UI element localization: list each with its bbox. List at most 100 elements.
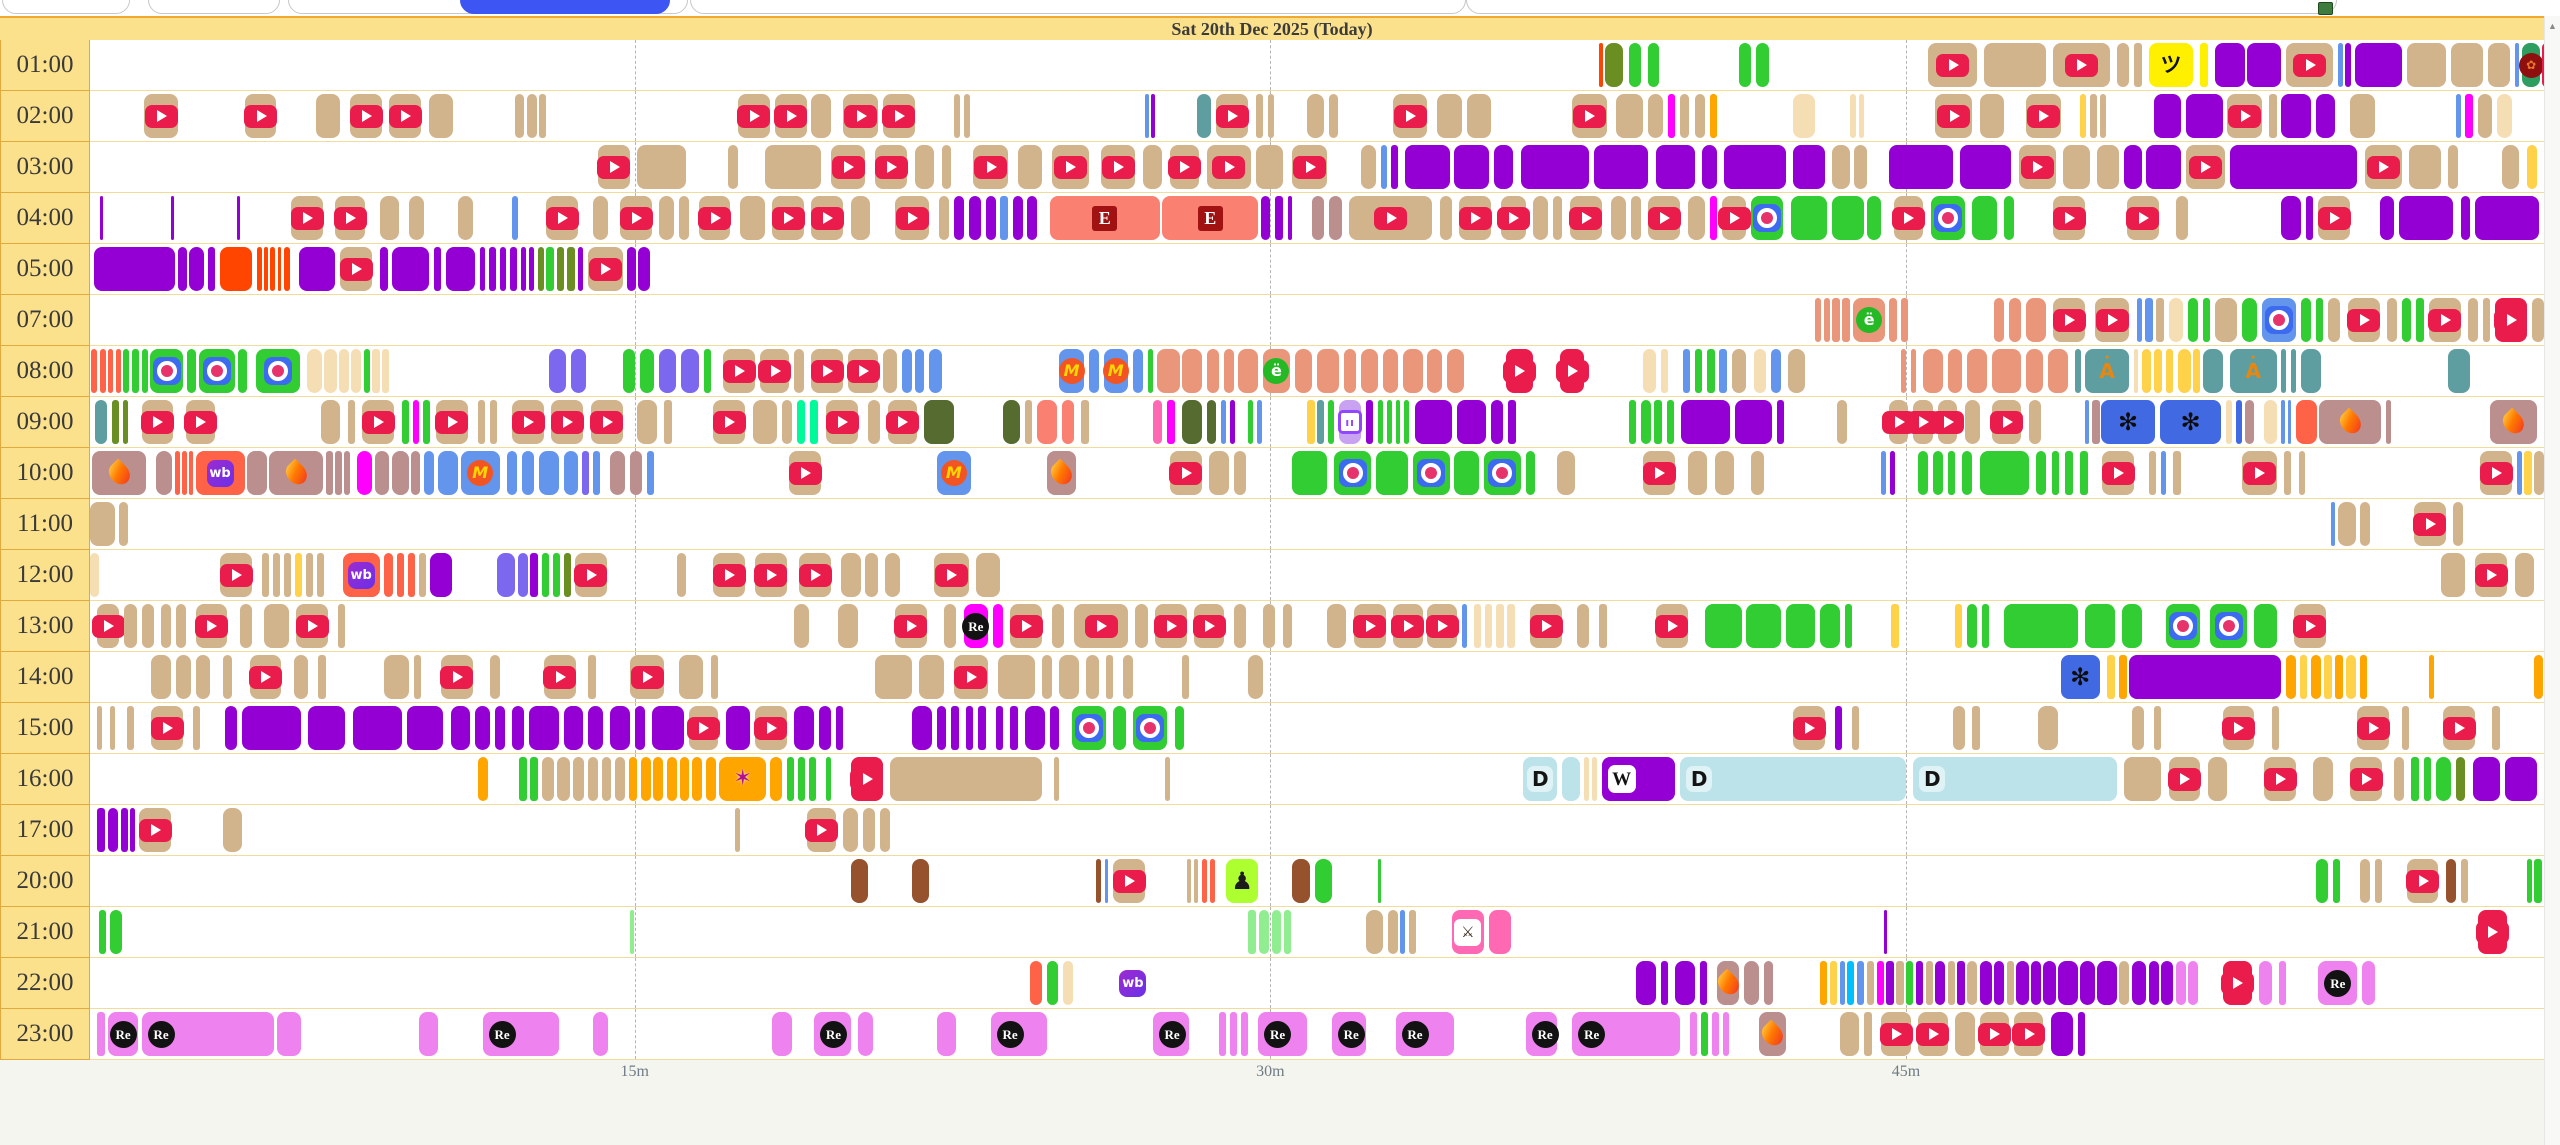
activity-block[interactable] xyxy=(1947,451,1956,495)
activity-block[interactable] xyxy=(1643,349,1656,393)
activity-block[interactable] xyxy=(529,247,535,291)
activity-block[interactable] xyxy=(1591,757,1597,801)
activity-block[interactable] xyxy=(1010,706,1018,750)
activity-block[interactable] xyxy=(2141,349,2152,393)
activity-block[interactable] xyxy=(1964,400,1980,444)
activity-block[interactable] xyxy=(1063,961,1073,1005)
activity-block[interactable] xyxy=(315,94,341,138)
activity-block[interactable] xyxy=(1378,400,1384,444)
activity-block[interactable] xyxy=(1485,604,1493,648)
activity-block[interactable] xyxy=(2090,94,2098,138)
activity-block[interactable] xyxy=(1174,706,1185,750)
activity-block[interactable]: M xyxy=(936,451,971,495)
activity-block[interactable] xyxy=(445,247,476,291)
activity-block[interactable] xyxy=(413,655,422,699)
activity-block[interactable] xyxy=(629,451,643,495)
activity-block[interactable] xyxy=(2346,655,2357,699)
activity-block[interactable] xyxy=(1793,94,1816,138)
activity-block[interactable] xyxy=(90,502,115,546)
activity-block[interactable] xyxy=(2131,961,2147,1005)
activity-block[interactable] xyxy=(1555,349,1589,393)
activity-block[interactable]: ♟ xyxy=(1226,859,1259,903)
activity-block[interactable] xyxy=(520,247,526,291)
activity-block[interactable]: D xyxy=(1523,757,1558,801)
activity-block[interactable] xyxy=(1151,94,1156,138)
activity-block[interactable] xyxy=(1292,451,1327,495)
activity-block[interactable]: ✻ xyxy=(2159,400,2222,444)
activity-block[interactable] xyxy=(1380,145,1387,189)
activity-block[interactable]: Re xyxy=(1331,1012,1367,1056)
activity-block[interactable] xyxy=(953,94,960,138)
activity-block[interactable] xyxy=(161,604,171,648)
activity-block[interactable] xyxy=(2401,706,2410,750)
activity-block[interactable]: A xyxy=(2229,349,2277,393)
activity-block[interactable] xyxy=(333,196,367,240)
activity-block[interactable] xyxy=(850,859,868,903)
activity-block[interactable] xyxy=(541,757,554,801)
activity-block[interactable] xyxy=(2153,349,2163,393)
activity-block[interactable] xyxy=(2494,298,2528,342)
activity-block[interactable] xyxy=(339,349,349,393)
activity-block[interactable] xyxy=(2298,451,2305,495)
activity-block[interactable] xyxy=(995,706,1003,750)
activity-block[interactable] xyxy=(2247,43,2282,87)
activity-block[interactable] xyxy=(98,910,106,954)
activity-block[interactable] xyxy=(264,247,268,291)
activity-block[interactable] xyxy=(1605,43,1623,87)
activity-block[interactable] xyxy=(2038,706,2059,750)
activity-block[interactable] xyxy=(1409,910,1417,954)
activity-block[interactable] xyxy=(384,655,409,699)
activity-block[interactable] xyxy=(619,196,653,240)
activity-block[interactable] xyxy=(794,349,805,393)
activity-block[interactable] xyxy=(339,247,373,291)
activity-block[interactable] xyxy=(638,247,650,291)
activity-block[interactable] xyxy=(825,400,859,444)
activity-block[interactable] xyxy=(647,451,655,495)
activity-block[interactable] xyxy=(396,553,405,597)
activity-block[interactable] xyxy=(324,349,337,393)
activity-block[interactable] xyxy=(2534,859,2542,903)
activity-block[interactable] xyxy=(1229,400,1235,444)
activity-block[interactable] xyxy=(1955,604,1963,648)
activity-block[interactable] xyxy=(1640,400,1651,444)
activity-block[interactable] xyxy=(1901,298,1909,342)
activity-block[interactable] xyxy=(2460,196,2471,240)
activity-block[interactable]: Re xyxy=(141,1012,275,1056)
activity-block[interactable] xyxy=(222,655,233,699)
activity-block[interactable] xyxy=(1882,400,1916,444)
activity-block[interactable] xyxy=(349,94,383,138)
activity-block[interactable] xyxy=(798,553,832,597)
activity-block[interactable] xyxy=(2305,196,2314,240)
activity-block[interactable] xyxy=(1312,196,1325,240)
activity-block[interactable] xyxy=(678,196,689,240)
activity-block[interactable] xyxy=(318,655,326,699)
activity-block[interactable] xyxy=(2043,961,2056,1005)
activity-block[interactable]: Re xyxy=(1152,1012,1190,1056)
activity-block[interactable] xyxy=(1820,961,1828,1005)
activity-block[interactable] xyxy=(406,706,444,750)
activity-block[interactable] xyxy=(590,400,624,444)
activity-block[interactable] xyxy=(615,757,625,801)
activity-block[interactable] xyxy=(2335,655,2343,699)
activity-block[interactable] xyxy=(563,451,579,495)
activity-block[interactable] xyxy=(170,196,174,240)
activity-block[interactable] xyxy=(2359,655,2368,699)
activity-block[interactable] xyxy=(186,349,196,393)
activity-block[interactable] xyxy=(1000,196,1008,240)
activity-block[interactable] xyxy=(1283,910,1292,954)
activity-block[interactable] xyxy=(1972,196,1997,240)
activity-block[interactable] xyxy=(1856,961,1865,1005)
activity-block[interactable] xyxy=(1910,349,1916,393)
activity-block[interactable] xyxy=(1947,961,1956,1005)
activity-block[interactable] xyxy=(703,349,711,393)
activity-block[interactable] xyxy=(244,94,278,138)
activity-block[interactable] xyxy=(2226,400,2233,444)
activity-block[interactable] xyxy=(637,145,687,189)
activity-block[interactable] xyxy=(1348,196,1433,240)
activity-block[interactable] xyxy=(428,94,454,138)
activity-block[interactable] xyxy=(1881,451,1887,495)
activity-block[interactable] xyxy=(653,757,663,801)
activity-block[interactable] xyxy=(1012,196,1023,240)
activity-block[interactable] xyxy=(2534,451,2544,495)
activity-block[interactable] xyxy=(1847,961,1855,1005)
